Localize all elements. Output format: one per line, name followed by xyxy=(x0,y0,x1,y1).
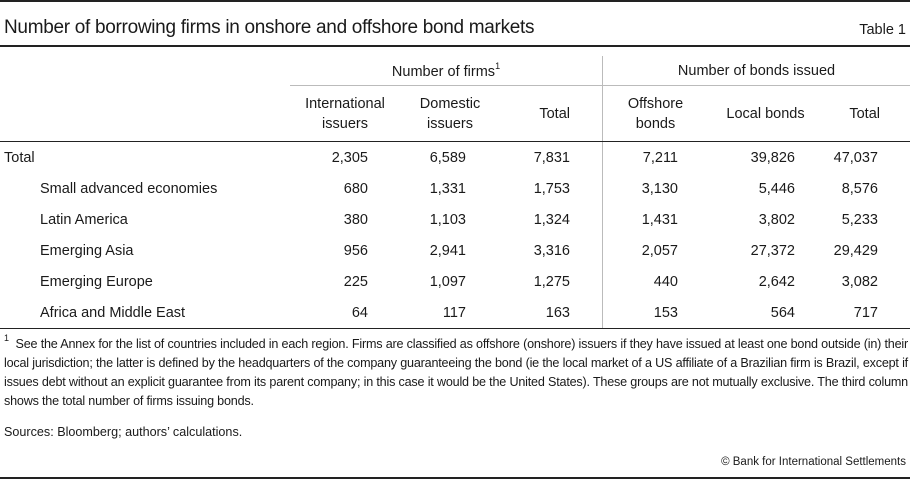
table-cell: 380 xyxy=(343,211,368,228)
row-label: Small advanced economies xyxy=(40,180,218,197)
table-cell: 27,372 xyxy=(750,242,795,259)
table-cell: 2,642 xyxy=(758,273,795,290)
row-label: Total xyxy=(4,149,35,166)
table-cell: 225 xyxy=(343,273,368,290)
table-row: Emerging Asia 956 2,941 3,316 2,057 27,372 29,… xyxy=(0,235,910,266)
group-header-row: Number of firms1 Number of bonds issued xyxy=(0,56,910,86)
table-cell: 5,233 xyxy=(841,211,878,228)
table-cell: 3,130 xyxy=(602,173,708,204)
col-header-offshore: Offshore bonds xyxy=(602,85,708,142)
table-cell: 163 xyxy=(500,297,603,329)
table-title: Number of borrowing firms in onshore and… xyxy=(4,17,535,38)
col-header-local: Local bonds xyxy=(708,85,823,142)
table-cell: 2,305 xyxy=(331,149,368,166)
table-cell: 1,275 xyxy=(533,273,570,290)
table-cell: 3,316 xyxy=(533,242,570,259)
column-header-row: International issuers Domestic issuers Tot… xyxy=(0,85,910,142)
table-cell: 5,446 xyxy=(758,180,795,197)
table-cell: 39,826 xyxy=(750,149,795,166)
title-rule xyxy=(0,45,910,47)
group-header-firms: Number of firms1 xyxy=(290,56,603,86)
table-number: Table 1 xyxy=(859,22,906,38)
table-cell: 1,331 xyxy=(429,180,466,197)
table-cell: 117 xyxy=(400,297,500,329)
table-cell: 440 xyxy=(602,266,708,297)
table-cell: 29,429 xyxy=(833,242,878,259)
table-cell: 680 xyxy=(343,180,368,197)
col-header-bonds-total: Total xyxy=(823,85,910,142)
table-cell: 956 xyxy=(343,242,368,259)
row-label: Emerging Asia xyxy=(40,242,134,259)
col-header-domestic: Domestic issuers xyxy=(400,85,500,142)
table-row: Africa and Middle East 64 117 163 153 564 717 xyxy=(0,297,910,329)
table-row: Latin America 380 1,103 1,324 1,431 3,802 5,23… xyxy=(0,204,910,235)
table-cell: 3,802 xyxy=(758,211,795,228)
row-label: Latin America xyxy=(40,211,128,228)
table-cell: 47,037 xyxy=(833,149,878,166)
table-row: Small advanced economies 680 1,331 1,753 3,1… xyxy=(0,173,910,204)
table-row: Total 2,305 6,589 7,831 7,211 39,826 47,037 xyxy=(0,141,910,173)
row-label: Africa and Middle East xyxy=(0,297,290,329)
table-cell: 717 xyxy=(823,297,910,329)
table-cell: 8,576 xyxy=(841,180,878,197)
table-cell: 7,211 xyxy=(602,141,708,173)
table-cell: 64 xyxy=(290,297,400,329)
data-table: Number of firms1 Number of bonds issued … xyxy=(0,56,910,329)
table-row: Emerging Europe 225 1,097 1,275 440 2,642 3,08… xyxy=(0,266,910,297)
col-header-international: International issuers xyxy=(290,85,400,142)
table-cell: 1,103 xyxy=(429,211,466,228)
group-header-bonds: Number of bonds issued xyxy=(602,56,910,86)
footnote: 1 See the Annex for the list of countrie… xyxy=(4,333,908,408)
table-cell: 1,324 xyxy=(533,211,570,228)
table-cell: 1,753 xyxy=(533,180,570,197)
table-cell: 2,941 xyxy=(429,242,466,259)
table-cell: 2,057 xyxy=(602,235,708,266)
table-cell: 7,831 xyxy=(533,149,570,166)
bottom-rule xyxy=(0,477,910,479)
table-cell: 1,097 xyxy=(429,273,466,290)
table-cell: 564 xyxy=(708,297,823,329)
table-cell: 3,082 xyxy=(841,273,878,290)
top-rule xyxy=(0,0,910,2)
col-header-firms-total: Total xyxy=(500,85,603,142)
copyright: © Bank for International Settlements xyxy=(721,456,906,468)
table-cell: 153 xyxy=(602,297,708,329)
table-cell: 6,589 xyxy=(429,149,466,166)
sources: Sources: Bloomberg; authors’ calculation… xyxy=(4,425,243,439)
table-cell: 1,431 xyxy=(602,204,708,235)
row-label: Emerging Europe xyxy=(40,273,153,290)
